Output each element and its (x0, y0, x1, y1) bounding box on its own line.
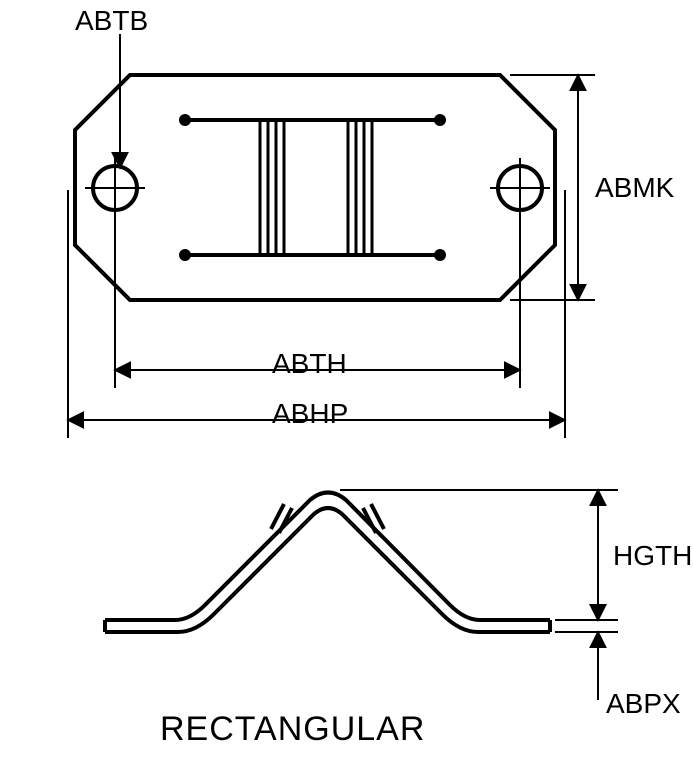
label-abmk: ABMK (595, 172, 674, 204)
label-hgth: HGTH (613, 540, 692, 572)
label-abth: ABTH (272, 348, 347, 380)
plate-outline (75, 75, 555, 300)
rib-verticals-left (260, 120, 284, 255)
rib-dot (434, 114, 446, 126)
rib-dot (179, 114, 191, 126)
label-abtb: ABTB (75, 5, 148, 37)
rib-dot (179, 249, 191, 261)
label-abpx: ABPX (606, 688, 681, 720)
strip-bottom (105, 508, 550, 632)
diagram-title: RECTANGULAR (160, 710, 425, 749)
rib-verticals-right (348, 120, 372, 255)
side-view (105, 490, 618, 700)
strip-top (105, 493, 550, 621)
rib-dot (434, 249, 446, 261)
dim-abpx (555, 595, 618, 700)
label-abhp: ABHP (272, 398, 348, 430)
